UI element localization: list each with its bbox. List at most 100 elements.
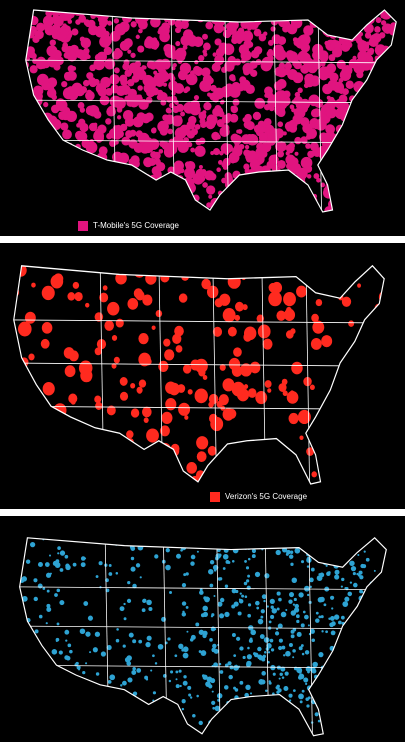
coverage-blob [62,87,75,100]
coverage-blob [211,131,220,141]
coverage-blob [113,356,120,364]
coverage-blob [202,633,207,639]
coverage-blob [278,383,287,392]
coverage-blob [233,664,239,671]
coverage-blob [142,406,152,418]
coverage-blob [89,64,96,72]
coverage-blob [199,590,204,595]
coverage-blob [214,54,225,66]
coverage-blob [181,583,187,588]
coverage-blob [33,596,38,602]
coverage-blob [194,145,206,157]
coverage-blob [25,559,31,564]
coverage-blob [198,111,207,120]
coverage-blob [175,678,178,681]
coverage-blob [239,646,244,651]
coverage-blob [72,281,80,289]
coverage-blob [226,175,233,182]
coverage-blob [246,654,252,660]
coverage-blob [55,637,60,642]
coverage-blob [105,118,112,125]
coverage-blob [279,672,283,677]
coverage-blob [93,122,98,127]
coverage-blob [224,663,229,668]
coverage-blob [283,654,286,657]
coverage-blob [75,661,79,666]
coverage-blob [283,685,289,692]
coverage-blob [352,55,357,61]
coverage-blob [321,630,324,633]
coverage-blob [239,592,242,595]
state-border [25,59,397,64]
coverage-blob [364,32,372,39]
coverage-blob [277,623,283,629]
coverage-blob [145,641,151,648]
coverage-blob [184,167,195,179]
coverage-blob [119,377,128,386]
coverage-blob [284,671,289,676]
coverage-blob [277,160,286,169]
coverage-blob [304,585,310,592]
state-border [13,319,385,324]
coverage-blob [189,100,201,111]
coverage-blob [175,670,179,674]
coverage-blob [111,335,118,341]
coverage-blob [294,547,301,554]
coverage-blob [306,174,312,179]
coverage-blob [334,569,340,575]
coverage-blob [177,384,186,393]
coverage-blob [85,631,91,637]
coverage-blob [162,114,169,121]
coverage-blob [285,650,291,657]
coverage-blob [349,581,353,584]
coverage-blob [325,42,331,48]
coverage-blob [83,372,92,383]
coverage-blob [216,167,221,173]
coverage-blob [124,95,131,102]
coverage-blob [275,627,279,631]
coverage-blob [307,593,310,597]
coverage-blob [275,549,281,556]
coverage-blob [290,634,295,639]
coverage-blob [138,352,151,367]
coverage-blob [87,615,94,621]
coverage-blob [148,158,157,166]
coverage-blob [326,95,331,100]
coverage-blob [95,672,100,676]
coverage-blob [130,408,140,418]
coverage-blob [315,618,320,623]
coverage-blob [202,182,208,188]
coverage-blob [255,391,268,405]
coverage-blob [359,575,364,580]
coverage-blob [204,170,215,181]
coverage-blob [182,680,188,686]
coverage-blob [108,564,112,567]
coverage-blob [246,585,251,590]
coverage-blob [184,161,191,168]
coverage-blob [67,292,76,301]
coverage-blob [183,675,187,679]
coverage-blob [172,105,180,114]
coverage-blob [52,560,58,566]
coverage-blob [82,79,90,87]
coverage-blob [294,136,302,145]
coverage-blob [189,637,194,642]
coverage-blob [319,53,329,63]
coverage-blob [363,550,366,553]
coverage-blob [51,105,58,112]
coverage-blob [185,605,189,609]
coverage-blob [286,306,292,313]
coverage-blob [217,577,222,581]
coverage-blob [74,291,83,302]
coverage-blob [284,121,294,131]
coverage-blob [33,578,38,583]
coverage-blob [270,133,279,142]
coverage-blob [215,47,225,57]
coverage-blob [206,285,219,299]
coverage-blob [194,59,199,65]
coverage-blob [261,671,266,676]
coverage-blob [181,612,187,617]
coverage-blob [103,46,113,56]
coverage-blob [154,662,158,665]
coverage-blob [45,572,52,578]
